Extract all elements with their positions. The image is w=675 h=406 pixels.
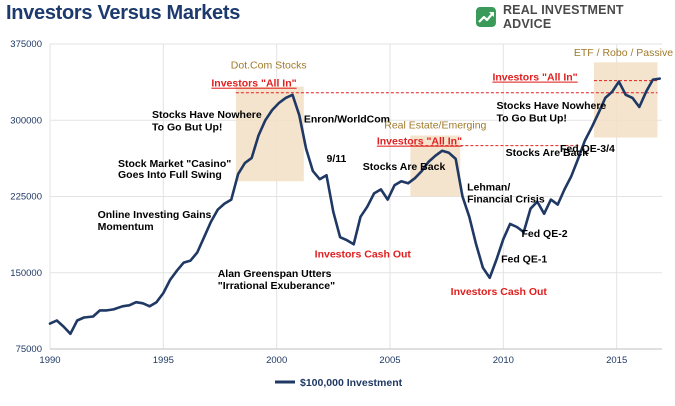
annotation-label-gold: ETF / Robo / Passive bbox=[574, 47, 673, 59]
annotation-label: Goes Into Full Swing bbox=[118, 169, 222, 181]
chart-title: Investors Versus Markets bbox=[6, 2, 241, 24]
annotation-label: Alan Greenspan Utters bbox=[218, 268, 332, 280]
growth-arrow-icon bbox=[475, 7, 496, 27]
y-tick-label: 375000 bbox=[10, 39, 42, 50]
annotation-label: Lehman/ bbox=[467, 181, 510, 193]
annotation-label-red: Investors "All In" bbox=[377, 136, 462, 148]
annotations: Dot.Com Stocks Investors "All In" Stocks H… bbox=[98, 47, 674, 298]
x-tick-label: 1990 bbox=[39, 355, 60, 366]
annotation-label: Momentum bbox=[98, 221, 154, 233]
annotation-label-red: Investors Cash Out bbox=[451, 286, 548, 298]
annotation-label: Fed QE-3/4 bbox=[560, 143, 615, 155]
annotation-label: Online Investing Gains bbox=[98, 209, 212, 221]
x-tick-label: 2010 bbox=[493, 355, 514, 366]
y-tick-label: 300000 bbox=[10, 115, 42, 126]
annotation-label: "Irrational Exuberance" bbox=[218, 280, 335, 292]
annotation-label: Stocks Have Nowhere bbox=[152, 109, 262, 121]
annotation-label: Enron/WorldCom bbox=[304, 113, 390, 125]
y-tick-label: 75000 bbox=[16, 344, 42, 355]
tick-labels: 75000 150000 225000 300000 375000 1990 1995 200… bbox=[10, 39, 627, 366]
x-tick-label: 1995 bbox=[153, 355, 174, 366]
annotation-label: Stocks Are Back bbox=[363, 161, 446, 173]
y-tick-label: 150000 bbox=[10, 268, 42, 279]
legend-label: $100,000 Investment bbox=[300, 377, 403, 389]
annotation-label: Stocks Have Nowhere bbox=[497, 100, 607, 112]
annotation-label-red: Investors Cash Out bbox=[315, 249, 412, 261]
annotation-label: To Go But Up! bbox=[152, 121, 222, 133]
series-line bbox=[48, 77, 662, 336]
gridlines bbox=[49, 43, 662, 350]
x-tick-label: 2015 bbox=[606, 355, 627, 366]
y-tick-label: 225000 bbox=[10, 192, 42, 203]
x-tick-label: 2000 bbox=[266, 355, 287, 366]
annotation-label-gold: Dot.Com Stocks bbox=[231, 59, 307, 71]
annotation-label: Financial Crisis bbox=[467, 194, 545, 206]
highlight-boxes bbox=[235, 62, 658, 197]
annotation-label: Fed QE-1 bbox=[501, 254, 547, 266]
annotation-label: Fed QE-2 bbox=[521, 228, 567, 240]
annotation-label: To Go But Up! bbox=[497, 112, 567, 124]
annotation-label-red: Investors "All In" bbox=[211, 78, 296, 90]
highlight-box bbox=[235, 86, 304, 182]
annotation-label: 9/11 bbox=[327, 153, 347, 165]
x-tick-label: 2005 bbox=[379, 355, 400, 366]
annotation-label-red: Investors "All In" bbox=[492, 72, 577, 84]
annotation-label: Stock Market "Casino" bbox=[118, 158, 231, 170]
annotation-label-gold: Real Estate/Emerging bbox=[384, 119, 486, 131]
reference-lines bbox=[235, 80, 658, 147]
brand-logo: REAL INVESTMENT ADVICE bbox=[475, 3, 675, 31]
annotation-label: Stocks Are Back bbox=[506, 147, 589, 159]
brand-name: REAL INVESTMENT ADVICE bbox=[502, 3, 624, 31]
